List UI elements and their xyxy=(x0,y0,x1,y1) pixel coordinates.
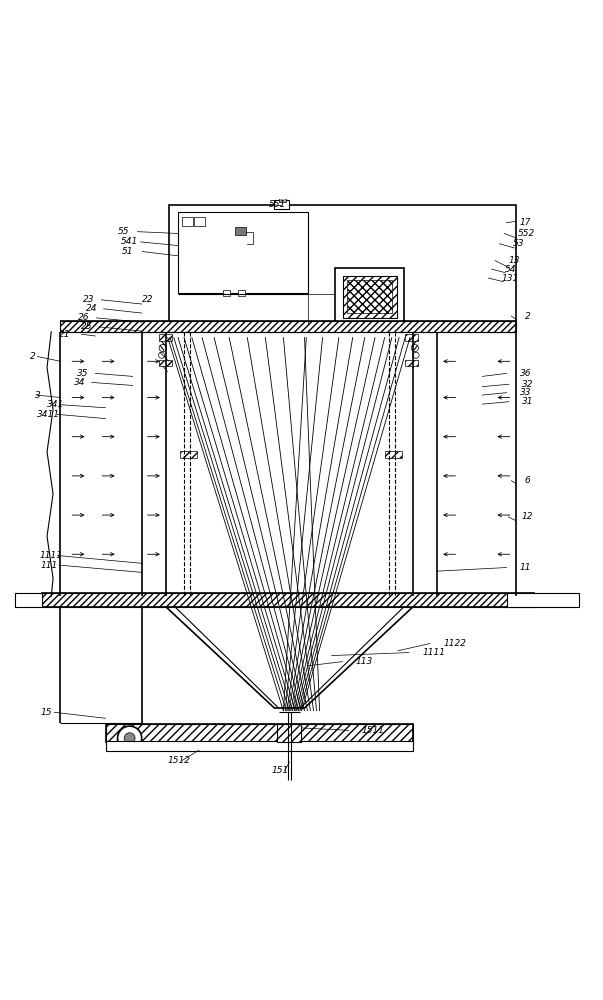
Text: 54: 54 xyxy=(505,265,516,274)
Text: 12: 12 xyxy=(522,512,533,521)
Bar xyxy=(274,200,289,209)
Text: 2: 2 xyxy=(525,312,531,321)
Text: 22: 22 xyxy=(142,295,153,304)
Bar xyxy=(15,593,42,607)
Text: 551: 551 xyxy=(269,200,286,209)
Text: 11: 11 xyxy=(520,563,531,572)
Circle shape xyxy=(124,733,135,744)
Text: 552: 552 xyxy=(517,229,535,238)
Bar xyxy=(343,276,397,318)
Text: 2: 2 xyxy=(30,352,36,361)
Bar xyxy=(405,334,418,341)
Bar xyxy=(238,290,245,296)
Text: 1111: 1111 xyxy=(39,551,62,560)
Bar xyxy=(60,321,516,332)
Text: 113: 113 xyxy=(356,657,373,666)
Text: 131: 131 xyxy=(502,274,519,283)
Text: 36: 36 xyxy=(520,369,531,378)
Bar xyxy=(405,360,418,366)
Text: 21: 21 xyxy=(59,330,71,339)
Text: 3: 3 xyxy=(35,391,41,400)
Bar xyxy=(42,593,534,607)
Bar xyxy=(42,593,534,607)
Text: 53: 53 xyxy=(513,239,524,248)
Text: 111: 111 xyxy=(41,561,58,570)
Text: 6: 6 xyxy=(525,476,531,485)
Bar xyxy=(277,724,302,742)
Bar xyxy=(106,741,413,751)
Bar xyxy=(359,322,389,329)
Text: 24: 24 xyxy=(86,304,98,313)
Text: 34: 34 xyxy=(74,378,85,387)
Text: 1512: 1512 xyxy=(168,756,191,765)
Bar xyxy=(279,198,286,202)
Text: 51: 51 xyxy=(122,247,133,256)
Text: 1111: 1111 xyxy=(422,648,445,657)
Circle shape xyxy=(118,726,142,750)
Text: 151: 151 xyxy=(271,766,289,775)
Bar xyxy=(235,227,246,235)
Text: 541: 541 xyxy=(121,237,138,246)
Bar xyxy=(159,360,172,366)
Bar xyxy=(507,593,579,607)
Text: 3411: 3411 xyxy=(37,410,60,419)
Text: 17: 17 xyxy=(520,218,531,227)
Text: 13: 13 xyxy=(508,256,520,265)
Bar xyxy=(223,290,230,296)
Text: 55: 55 xyxy=(118,227,129,236)
Bar xyxy=(106,724,413,742)
Text: 1511: 1511 xyxy=(362,726,385,735)
Text: 23: 23 xyxy=(83,295,95,304)
Bar xyxy=(159,334,172,341)
Text: 15: 15 xyxy=(41,708,52,717)
Text: 26: 26 xyxy=(78,313,90,322)
Bar xyxy=(194,217,205,226)
Bar xyxy=(385,451,402,458)
Text: 33: 33 xyxy=(520,388,531,397)
Bar xyxy=(180,451,197,458)
Text: 341: 341 xyxy=(47,400,65,409)
Bar xyxy=(182,217,193,226)
Text: 32: 32 xyxy=(522,380,534,389)
Text: 1122: 1122 xyxy=(443,639,466,648)
Text: 25: 25 xyxy=(81,322,93,331)
Bar xyxy=(347,280,392,313)
Bar xyxy=(106,724,413,742)
Bar xyxy=(335,268,404,325)
Bar xyxy=(169,205,516,325)
Text: 31: 31 xyxy=(522,397,534,406)
Text: 35: 35 xyxy=(77,369,89,378)
Bar xyxy=(178,212,308,293)
